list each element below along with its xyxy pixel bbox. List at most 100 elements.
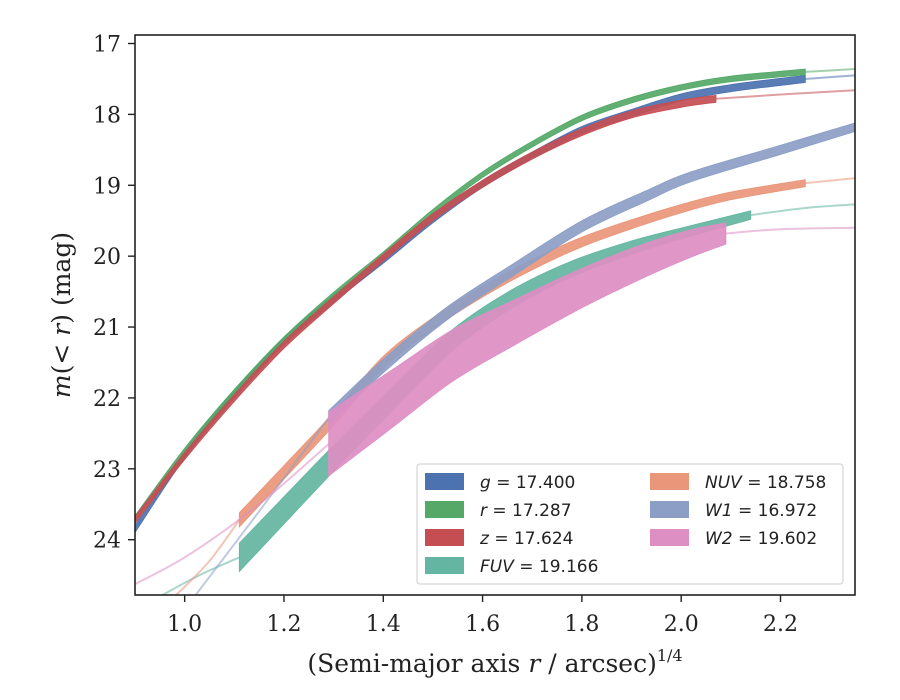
- series-r-point: [631, 100, 632, 101]
- legend-swatch-w1: [650, 501, 689, 518]
- plot-frame: [134, 34, 856, 596]
- y-tick-label: 22: [93, 387, 121, 412]
- series-w2-point: [512, 323, 513, 324]
- legend-label-w1: W1 = 16.972: [705, 501, 817, 521]
- legend-swatch-fuv: [425, 557, 464, 574]
- series-nuv-point: [730, 195, 731, 196]
- series-r-point: [482, 174, 483, 175]
- legend-item-z: z = 17.624: [425, 529, 573, 549]
- y-tick-label: 20: [93, 245, 121, 270]
- series-r-point: [234, 392, 235, 393]
- series-z-point: [482, 183, 483, 184]
- legend-label-fuv: FUV = 19.166: [480, 557, 598, 577]
- series-z-point: [532, 155, 533, 156]
- series-w2-model-line: [135, 443, 330, 586]
- series-r-point: [730, 78, 731, 79]
- legend-item-fuv: FUV = 19.166: [425, 557, 598, 577]
- legend-item-g: g = 17.400: [425, 473, 575, 493]
- series-g-point: [681, 97, 682, 98]
- x-axis-title-mid: / arcsec): [540, 649, 657, 678]
- series-layer: [135, 68, 855, 595]
- legend-swatch-z: [425, 529, 464, 546]
- series-g-point: [730, 88, 731, 89]
- series-g-point: [805, 78, 806, 79]
- y-axis-title: m(< r) (mag): [47, 232, 76, 398]
- x-axis-title-var: r: [528, 649, 542, 678]
- series-fuv-point: [512, 298, 513, 299]
- y-tick-label: 18: [93, 103, 121, 128]
- series-nuv-model-line: [174, 519, 241, 595]
- series-z: [135, 89, 855, 525]
- series-w1-point: [646, 195, 647, 196]
- x-tick-label: 1.8: [564, 612, 599, 637]
- series-nuv-point: [532, 264, 533, 265]
- legend-label-w2: W2 = 19.602: [705, 529, 817, 549]
- y-tick-label: 21: [93, 316, 121, 341]
- series-w2-band: [328, 222, 727, 477]
- series-z-point: [283, 344, 284, 345]
- series-r-point: [283, 339, 284, 340]
- x-axis-title-prefix: (Semi-major axis: [307, 649, 528, 678]
- x-tick-label: 1.2: [266, 612, 301, 637]
- legend-item-w2: W2 = 19.602: [650, 529, 817, 549]
- y-tick-label: 17: [93, 33, 121, 58]
- series-z-point: [432, 217, 433, 218]
- series-z-point: [631, 114, 632, 115]
- legend-item-r: r = 17.287: [425, 501, 572, 521]
- series-w2-point: [691, 243, 692, 244]
- series-r-point: [333, 295, 334, 296]
- series-z-point: [581, 132, 582, 133]
- series-r-point: [532, 144, 533, 145]
- series-z-point: [383, 257, 384, 258]
- series-nuv-point: [681, 208, 682, 209]
- x-tick-label: 2.2: [763, 612, 798, 637]
- y-tick-label: 23: [93, 458, 121, 483]
- series-fuv-model-line: [160, 556, 240, 595]
- legend-label-g: g = 17.400: [480, 473, 575, 493]
- series-nuv-point: [581, 241, 582, 242]
- x-tick-label: 1.6: [465, 612, 500, 637]
- y-tick-label: 24: [93, 529, 121, 554]
- x-tick-label: 1.0: [167, 612, 202, 637]
- series-z-model-line: [715, 89, 855, 100]
- series-z-point: [681, 103, 682, 104]
- x-axis-title-exponent: 1/4: [657, 646, 683, 665]
- x-axis-title: (Semi-major axis r / arcsec)1/4: [307, 646, 682, 678]
- series-w2-point: [646, 259, 647, 260]
- series-w1-point: [691, 176, 692, 177]
- series-w2-point: [581, 287, 582, 288]
- legend-label-nuv: NUV = 18.758: [705, 473, 826, 493]
- series-w1-point: [780, 149, 781, 150]
- series-w2-point: [328, 443, 329, 444]
- y-axis-title-suffix: ) (mag): [47, 232, 76, 324]
- series-w1-model-line: [194, 417, 330, 595]
- series-w1-point: [447, 312, 448, 313]
- series-w2-point: [725, 233, 726, 234]
- series-r-model-line: [805, 68, 855, 73]
- series-w2-model-tail-line: [725, 226, 855, 235]
- series-w1-band: [328, 122, 855, 426]
- legend-item-nuv: NUV = 18.758: [650, 473, 826, 493]
- series-w1-point: [383, 365, 384, 366]
- legend-item-w1: W1 = 16.972: [650, 501, 817, 521]
- y-axis-title-prefix: (<: [47, 336, 76, 375]
- x-tick-label: 1.4: [366, 612, 401, 637]
- y-tick-label: 19: [93, 174, 121, 199]
- series-nuv-point: [283, 472, 284, 473]
- legend-label-r: r = 17.287: [480, 501, 572, 521]
- series-fuv-point: [239, 557, 240, 558]
- series-r-point: [681, 87, 682, 88]
- series-z-point: [184, 455, 185, 456]
- series-fuv-point: [750, 214, 751, 215]
- series-z-band: [135, 94, 717, 525]
- series-w2-point: [452, 355, 453, 356]
- series-z-point: [234, 397, 235, 398]
- legend-box: [416, 463, 844, 585]
- series-w1-point: [581, 226, 582, 227]
- x-tick-label: 2.0: [664, 612, 699, 637]
- series-z-point: [333, 300, 334, 301]
- series-r-point: [432, 212, 433, 213]
- ticks-layer: 1.0 1.2 1.4 1.6 1.8 2.0 2.2 17 18 19 20 21 22 23 24: [93, 33, 798, 637]
- series-w2: [135, 222, 855, 586]
